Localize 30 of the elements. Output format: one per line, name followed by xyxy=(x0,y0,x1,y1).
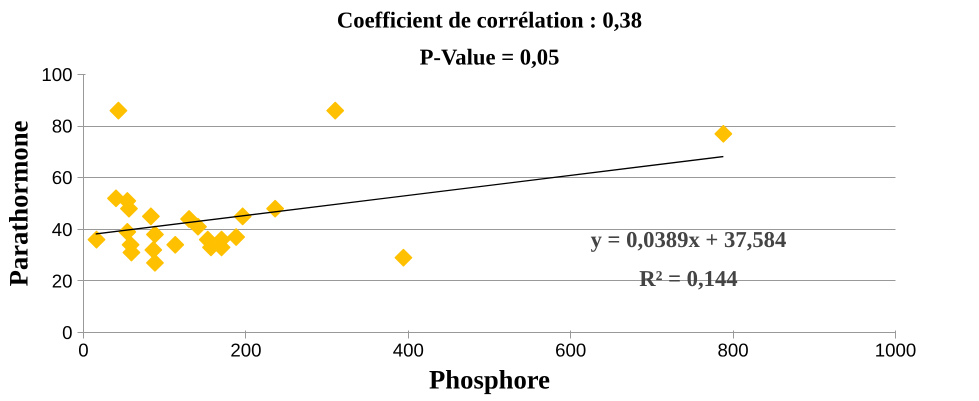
y-tick-label: 100 xyxy=(41,64,73,85)
y-axis-title: Parathormone xyxy=(3,120,34,286)
x-tick-label: 0 xyxy=(78,340,89,360)
x-tick-label: 200 xyxy=(230,340,262,360)
chart-title: Coefficient de corrélation : 0,38 xyxy=(336,8,642,32)
point xyxy=(326,102,344,120)
point xyxy=(714,124,732,143)
x-tick-label: 400 xyxy=(392,340,424,360)
point xyxy=(88,230,106,249)
y-tick-label: 80 xyxy=(52,116,73,137)
y-tick-label: 0 xyxy=(62,322,73,343)
point xyxy=(227,228,246,246)
x-tick-label: 1000 xyxy=(874,340,916,360)
point xyxy=(146,225,164,244)
y-tick-label: 40 xyxy=(52,218,73,240)
x-tick-label: 600 xyxy=(555,340,586,360)
annotation: R² = 0,144 xyxy=(639,266,738,291)
point xyxy=(146,254,164,272)
point xyxy=(109,102,128,120)
y-tick-label: 60 xyxy=(52,167,73,188)
y-tick-label: 20 xyxy=(52,270,73,292)
point xyxy=(394,248,412,267)
point xyxy=(189,218,207,236)
x-tick-label: 800 xyxy=(718,340,749,360)
point xyxy=(166,236,184,254)
point xyxy=(142,207,160,226)
point xyxy=(144,240,162,259)
x-axis-title: Phosphore xyxy=(429,364,550,394)
chart-subtitle: P-Value = 0,05 xyxy=(420,44,560,70)
annotation: y = 0,0389x + 37,584 xyxy=(590,227,786,252)
